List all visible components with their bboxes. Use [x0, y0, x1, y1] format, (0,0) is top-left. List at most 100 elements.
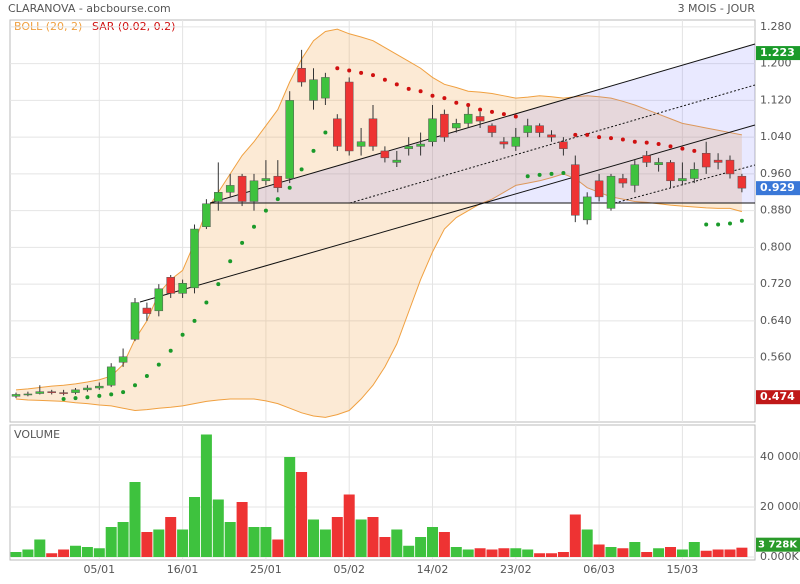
- volume-bar: [367, 517, 379, 557]
- candle-body: [142, 307, 152, 314]
- volume-bar: [319, 529, 331, 557]
- volume-bar: [165, 517, 177, 557]
- volume-bar: [653, 548, 665, 557]
- candle-body: [297, 67, 306, 83]
- x-tick-label: 15/03: [667, 563, 699, 576]
- sar-dot: [620, 137, 625, 142]
- candle-body: [83, 387, 92, 391]
- volume-bar: [200, 434, 212, 557]
- sar-dot: [216, 282, 221, 287]
- sar-dot: [144, 374, 149, 379]
- candle-body: [690, 169, 699, 179]
- candle-body: [523, 125, 532, 133]
- sar-dot: [573, 132, 578, 137]
- sar-dot: [442, 96, 447, 101]
- candle-body: [582, 196, 592, 221]
- volume-bar: [617, 548, 629, 557]
- sar-dot: [347, 68, 352, 73]
- bollinger-lower: [15, 173, 743, 418]
- y-tick-label: 0.720: [760, 277, 792, 290]
- volume-bar: [700, 550, 712, 557]
- volume-bar: [712, 549, 724, 557]
- volume-bar: [581, 529, 593, 557]
- volume-bar: [117, 522, 129, 557]
- volume-bar: [676, 549, 688, 557]
- candle-body: [440, 113, 449, 138]
- sar-dot: [252, 224, 256, 229]
- sar-dot: [406, 86, 411, 91]
- volume-bar: [46, 553, 58, 557]
- candle-body: [392, 159, 402, 163]
- y-tick-label: 1.040: [760, 130, 792, 143]
- y-tick-label: 0.880: [760, 204, 792, 217]
- v-tick-label: 40 000K: [760, 450, 800, 463]
- v-tick-label: 0.000K: [760, 550, 799, 563]
- sar-dot: [287, 185, 292, 190]
- sar-dot: [537, 172, 542, 177]
- volume-bar: [688, 542, 700, 557]
- volume-bar: [189, 497, 200, 557]
- sar-dot: [275, 197, 280, 202]
- sar-dot: [728, 221, 732, 226]
- volume-marker-label: 3 728K: [758, 540, 798, 551]
- volume-bar: [462, 549, 474, 557]
- volume-bar: [403, 545, 415, 557]
- candle-body: [273, 175, 283, 188]
- volume-bar: [177, 529, 189, 557]
- sar-dot: [382, 77, 387, 82]
- volume-marker: [756, 537, 800, 552]
- candle-body: [678, 178, 687, 182]
- volume-bar: [153, 529, 165, 557]
- candle-body: [535, 125, 544, 133]
- volume-bar: [129, 482, 141, 557]
- sar-dot: [490, 109, 494, 114]
- sar-dot: [73, 396, 78, 401]
- sar-dot: [739, 218, 744, 223]
- candle-body: [106, 366, 116, 386]
- sar-dot: [97, 393, 102, 398]
- sar-dot: [263, 208, 268, 213]
- candle-body: [285, 100, 294, 179]
- sar-dot: [466, 102, 471, 107]
- volume-bar: [665, 547, 676, 557]
- sar-dot: [478, 107, 483, 112]
- volume-bar: [22, 549, 34, 557]
- candle-body: [59, 392, 68, 394]
- candle-body: [225, 185, 235, 193]
- candle-body: [154, 288, 164, 312]
- volume-bar: [379, 537, 391, 557]
- sar-dot: [85, 395, 90, 400]
- candle-body: [416, 143, 425, 147]
- price-marker-label: 0.474: [760, 390, 795, 403]
- volume-bar: [498, 548, 510, 557]
- candle-body: [321, 77, 330, 99]
- sar-dot: [371, 73, 375, 78]
- y-tick-label: 0.800: [760, 240, 792, 253]
- sar-dot: [228, 259, 233, 264]
- y-tick-label: 0.960: [760, 167, 792, 180]
- volume-bar: [105, 527, 117, 557]
- sar-dot: [525, 174, 530, 179]
- sar-dot: [549, 171, 554, 176]
- candle-body: [166, 277, 175, 294]
- candle-body: [380, 150, 390, 159]
- candle-body: [475, 116, 485, 122]
- sar-dot: [323, 130, 328, 135]
- y-tick-label: 1.280: [760, 20, 792, 33]
- sar-dot: [454, 100, 459, 105]
- x-tick-label: 06/03: [583, 563, 615, 576]
- candle-body: [571, 164, 580, 216]
- candle-body: [463, 113, 473, 124]
- volume-bar: [486, 549, 498, 557]
- volume-bar: [224, 522, 236, 557]
- sar-dot: [561, 170, 566, 175]
- volume-bar: [296, 472, 308, 557]
- volume-bar: [438, 532, 450, 557]
- volume-bar: [93, 548, 105, 557]
- volume-bar: [522, 549, 534, 557]
- sar-dot: [632, 139, 637, 144]
- volume-bar: [546, 553, 557, 557]
- candle-body: [261, 178, 271, 182]
- volume-bar: [415, 537, 427, 557]
- sar-dot: [156, 362, 161, 367]
